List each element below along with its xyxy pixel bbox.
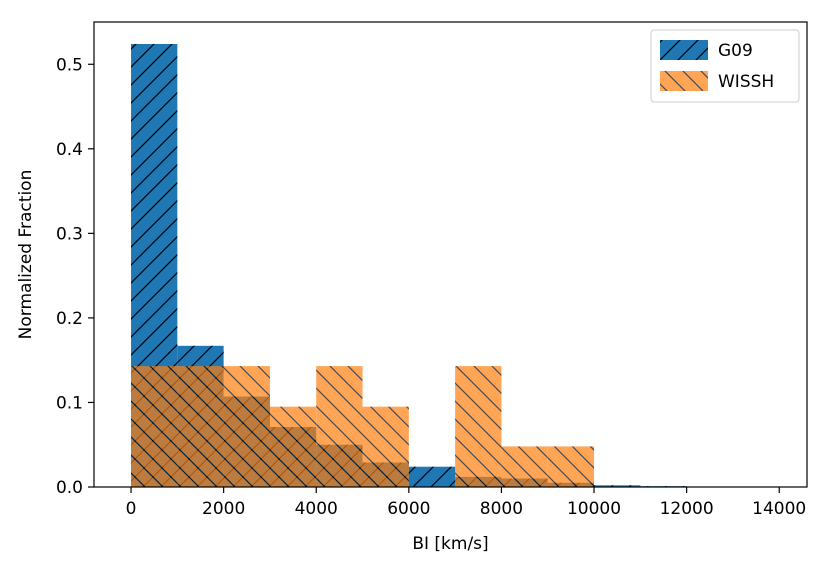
- x-tick-label: 2000: [202, 499, 245, 519]
- legend-swatch-g09: [660, 40, 708, 60]
- axes-layer: 0 2000 4000 6000 8000 10000 12000 14000 0.0 0.1 0.…: [56, 21, 808, 519]
- y-tick-label: 0.0: [56, 478, 83, 498]
- x-axis-label: BI [km/s]: [412, 534, 488, 554]
- bar-wissh-2: [223, 366, 270, 487]
- y-tick-label: 0.3: [56, 224, 83, 244]
- y-tick-label: 0.4: [56, 140, 83, 160]
- legend: G09 WISSH: [650, 29, 800, 103]
- x-tick-label: 14000: [752, 499, 806, 519]
- bar-wissh-1: [177, 366, 224, 487]
- legend-item-wissh: WISSH: [660, 71, 774, 92]
- x-tick-label: 6000: [387, 499, 430, 519]
- y-tick-label: 0.1: [56, 393, 83, 413]
- x-tick-label: 0: [126, 499, 137, 519]
- plot-frame: [93, 21, 808, 488]
- bar-wissh-8: [501, 446, 548, 487]
- bar-g09-6: [408, 466, 456, 487]
- x-tick-label: 10000: [567, 499, 621, 519]
- bar-wissh-0: [131, 366, 178, 487]
- x-tick-label: 12000: [660, 499, 714, 519]
- legend-label-g09: G09: [718, 41, 753, 61]
- x-tick-label: 8000: [480, 499, 523, 519]
- bar-wissh-9: [547, 446, 595, 487]
- legend-swatch-wissh: [660, 71, 708, 91]
- bar-wissh-4: [316, 366, 363, 487]
- y-tick-label: 0.2: [56, 309, 83, 329]
- bars-layer: [131, 43, 687, 488]
- bar-wissh-7: [455, 366, 502, 487]
- bar-wissh-3: [269, 406, 317, 487]
- series-wissh: [131, 366, 595, 487]
- y-tick-label: 0.5: [56, 55, 83, 75]
- bar-wissh-5: [362, 406, 409, 487]
- legend-label-wissh: WISSH: [718, 72, 774, 92]
- bar-g09-10: [594, 485, 641, 487]
- y-axis-label: Normalized Fraction: [16, 170, 36, 340]
- legend-item-g09: G09: [660, 40, 753, 61]
- x-tick-label: 4000: [295, 499, 338, 519]
